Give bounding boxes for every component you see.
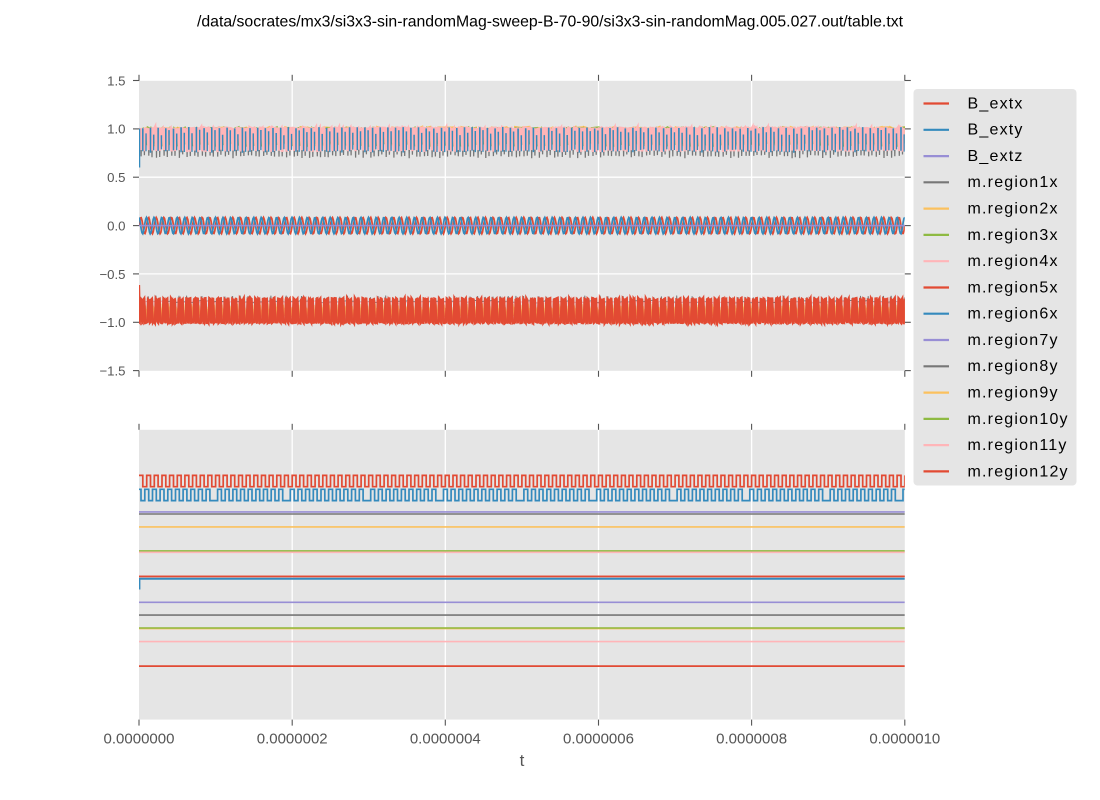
- svg-text:/data/socrates/mx3/si3x3-sin-r: /data/socrates/mx3/si3x3-sin-randomMag-s…: [197, 14, 904, 31]
- svg-text:B_extz: B_extz: [968, 148, 1024, 165]
- svg-text:−1.5: −1.5: [99, 363, 125, 378]
- svg-text:0.0000004: 0.0000004: [410, 730, 481, 747]
- svg-text:−1.0: −1.0: [99, 315, 125, 330]
- svg-text:m.region9y: m.region9y: [968, 385, 1059, 402]
- svg-text:B_extx: B_extx: [968, 95, 1024, 112]
- svg-text:0.5: 0.5: [107, 170, 125, 185]
- svg-text:m.region4x: m.region4x: [968, 253, 1059, 270]
- svg-text:m.region7y: m.region7y: [968, 332, 1059, 349]
- svg-text:0.0000002: 0.0000002: [257, 730, 328, 747]
- svg-text:1.0: 1.0: [107, 122, 125, 137]
- svg-text:m.region1x: m.region1x: [968, 174, 1059, 191]
- svg-text:1.5: 1.5: [107, 73, 125, 88]
- svg-text:0.0: 0.0: [107, 218, 125, 233]
- svg-text:B_exty: B_exty: [968, 122, 1024, 139]
- svg-text:m.region8y: m.region8y: [968, 358, 1059, 375]
- svg-text:0.0000006: 0.0000006: [563, 730, 634, 747]
- svg-text:−0.5: −0.5: [99, 267, 125, 282]
- svg-text:m.region6x: m.region6x: [968, 306, 1059, 323]
- svg-text:0.0000010: 0.0000010: [869, 730, 940, 747]
- svg-text:t: t: [520, 751, 525, 770]
- svg-text:0.0000008: 0.0000008: [716, 730, 787, 747]
- svg-text:m.region10y: m.region10y: [968, 411, 1069, 428]
- svg-text:m.region5x: m.region5x: [968, 279, 1059, 296]
- svg-text:m.region11y: m.region11y: [968, 437, 1068, 454]
- svg-text:m.region2x: m.region2x: [968, 201, 1059, 218]
- svg-text:0.0000000: 0.0000000: [104, 730, 175, 747]
- svg-text:m.region12y: m.region12y: [968, 463, 1069, 480]
- svg-text:m.region3x: m.region3x: [968, 227, 1059, 244]
